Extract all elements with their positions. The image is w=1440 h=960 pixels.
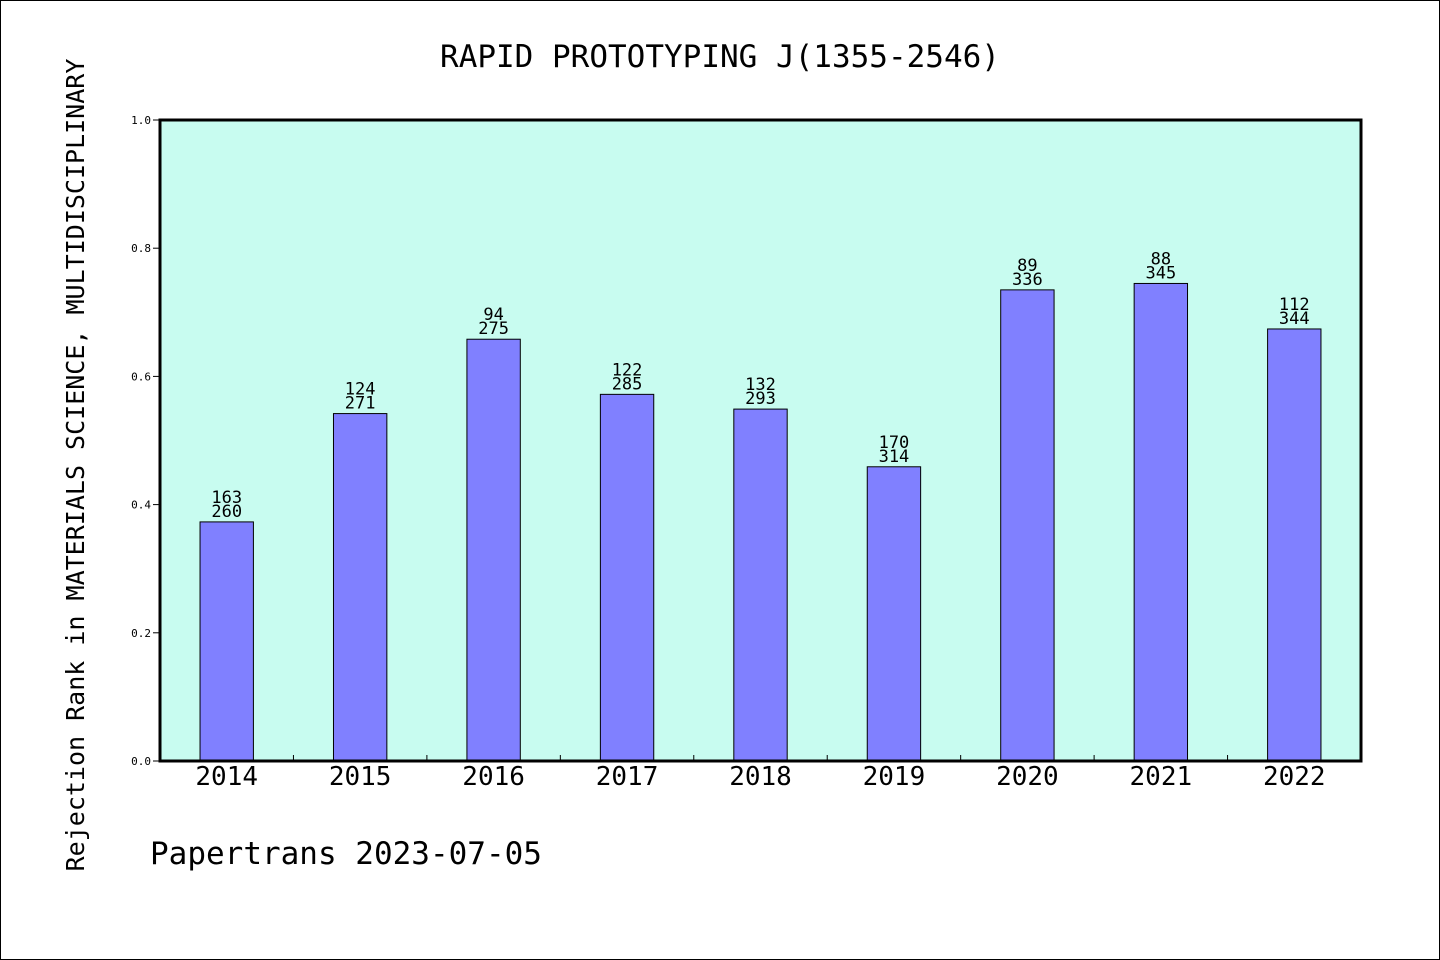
bar-2019 xyxy=(866,466,922,762)
x-tick-label-2021: 2021 xyxy=(1130,762,1193,792)
bar-2016 xyxy=(466,338,521,762)
ticks-group: 2014 2015 2016 2017 2018 2019 2020 2021 2022 0.0 0… xyxy=(131,114,1325,792)
x-tick-label-2016: 2016 xyxy=(462,762,525,792)
bar-2020 xyxy=(1000,289,1055,762)
bar-2014 xyxy=(199,521,254,762)
y-tick-label-0.4: 0.4 xyxy=(131,499,151,512)
x-tick-label-2020: 2020 xyxy=(996,762,1059,792)
bar-label-top-2021: 88 xyxy=(1151,249,1171,269)
bar-label-top-2016: 94 xyxy=(483,305,503,325)
x-tick-label-2018: 2018 xyxy=(729,762,792,792)
y-tick-label-0.2: 0.2 xyxy=(131,627,151,640)
bar-2022 xyxy=(1267,328,1322,762)
y-tick-label-1.0: 1.0 xyxy=(131,114,151,127)
chart-title: RAPID PROTOTYPING J(1355-2546) xyxy=(440,39,1000,75)
footer-text: Papertrans 2023-07-05 xyxy=(150,836,542,872)
bar-label-top-2020: 89 xyxy=(1017,256,1037,276)
y-tick-label-0.0: 0.0 xyxy=(131,755,151,768)
bar-label-top-2022: 112 xyxy=(1279,295,1310,315)
plot-border xyxy=(158,118,1363,763)
x-tick-label-2019: 2019 xyxy=(863,762,926,792)
bar-2015 xyxy=(332,413,388,762)
x-tick-label-2017: 2017 xyxy=(596,762,659,792)
bar-2018 xyxy=(733,408,788,762)
y-tick-label-0.6: 0.6 xyxy=(131,370,151,383)
x-tick-label-2015: 2015 xyxy=(329,762,392,792)
bar-label-bottom-2015: 271 xyxy=(345,394,376,414)
bar-2021 xyxy=(1133,282,1189,762)
x-tick-label-2014: 2014 xyxy=(195,762,258,792)
bar-label-bottom-2017: 285 xyxy=(612,374,643,394)
bar-label-top-2015: 124 xyxy=(345,380,376,400)
y-tick-label-0.8: 0.8 xyxy=(131,242,151,255)
bar-label-top-2017: 122 xyxy=(612,360,643,380)
bar-label-bottom-2019: 314 xyxy=(879,447,910,467)
bar-label-bottom-2016: 275 xyxy=(478,319,509,339)
bar-label-bottom-2020: 336 xyxy=(1012,270,1043,290)
y-axis-label: Rejection Rank in MATERIALS SCIENCE, MUL… xyxy=(61,59,90,872)
bar-label-bottom-2021: 345 xyxy=(1145,263,1176,283)
bar-2017 xyxy=(599,393,655,762)
bar-label-top-2019: 170 xyxy=(879,433,910,453)
bar-label-top-2018: 132 xyxy=(745,375,776,395)
x-tick-label-2022: 2022 xyxy=(1263,762,1326,792)
bar-label-bottom-2022: 344 xyxy=(1279,309,1310,329)
bar-label-bottom-2014: 260 xyxy=(211,502,242,522)
bar-label-bottom-2018: 293 xyxy=(745,389,776,409)
bar-label-top-2014: 163 xyxy=(211,488,242,508)
